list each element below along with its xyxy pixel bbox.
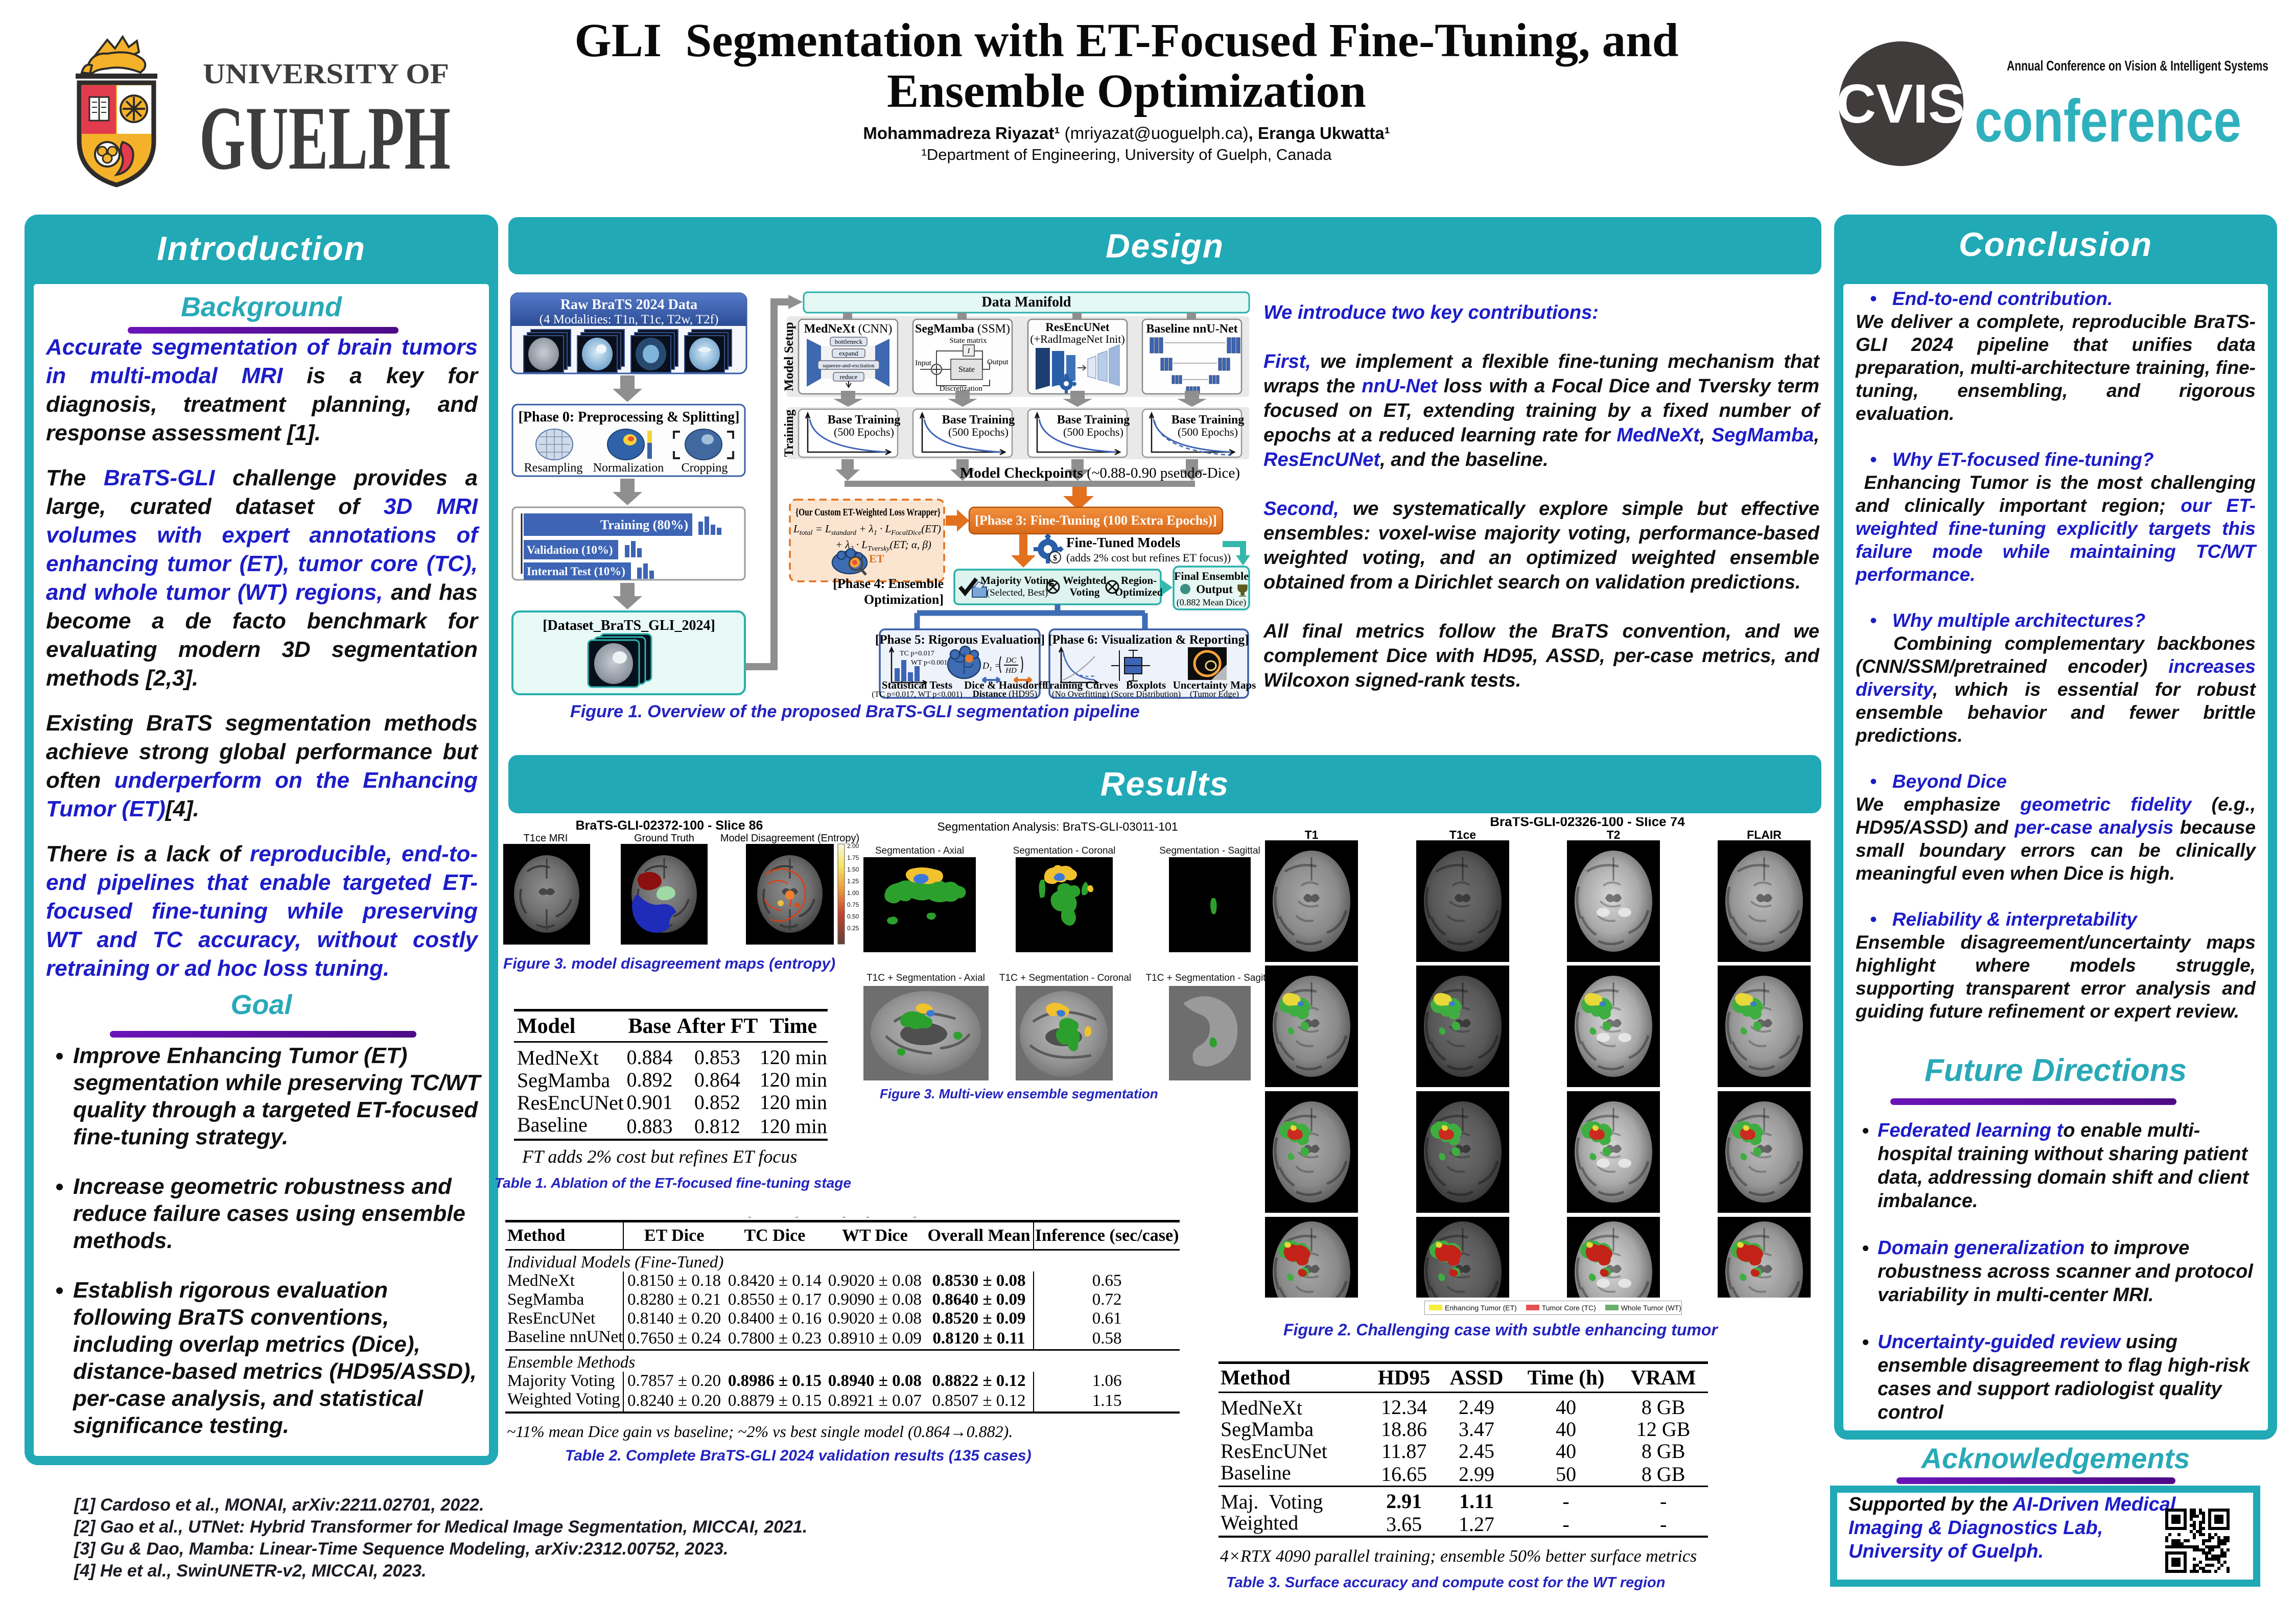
svg-text:Dice & Hausdorff: Dice & Hausdorff: [964, 679, 1046, 691]
svg-text:Internal Test (10%): Internal Test (10%): [527, 565, 625, 578]
svg-text:T1C + Segmentation - Coronal: T1C + Segmentation - Coronal: [999, 973, 1131, 983]
svg-text:MedNeXt (CNN): MedNeXt (CNN): [804, 322, 893, 336]
svg-text:Base Training: Base Training: [828, 413, 900, 427]
svg-text:Majority Voting: Majority Voting: [980, 574, 1055, 586]
svg-text:1.25: 1.25: [847, 878, 859, 885]
svg-text:DC: DC: [1005, 656, 1017, 665]
svg-text:(Tumor Edge): (Tumor Edge): [1190, 689, 1239, 699]
svg-text:Cropping: Cropping: [682, 461, 728, 475]
svg-text:bottleneck: bottleneck: [835, 338, 863, 345]
svg-text:Validation (10%): Validation (10%): [527, 544, 613, 556]
svg-text:State matrix: State matrix: [950, 337, 987, 345]
svg-text:Distance (HD95): Distance (HD95): [973, 689, 1038, 699]
svg-text:Normalization: Normalization: [593, 461, 664, 475]
svg-text:CVIS: CVIS: [1836, 73, 1965, 134]
svg-text:Annual Conference on Vision &: Annual Conference on Vision & Intelligen…: [2007, 58, 2268, 74]
svg-text:2.00: 2.00: [847, 842, 859, 850]
svg-text:[Dataset_BraTS_GLI_2024]: [Dataset_BraTS_GLI_2024]: [543, 618, 715, 633]
svg-text:Training: Training: [782, 409, 796, 457]
svg-text:Ground Truth: Ground Truth: [634, 833, 694, 844]
svg-text:Model Checkpoints (~0.88-0.90: Model Checkpoints (~0.88-0.90 pseudo-Dic…: [960, 465, 1240, 481]
svg-text:GUELPH: GUELPH: [199, 87, 451, 189]
svg-text:Segmentation - Coronal: Segmentation - Coronal: [1013, 845, 1116, 856]
svg-text:SegMamba (SSM): SegMamba (SSM): [915, 322, 1010, 336]
svg-text:0.50: 0.50: [847, 913, 859, 920]
svg-text:conference: conference: [1975, 87, 2241, 155]
svg-text:Segmentation Analysis: BraTS-G: Segmentation Analysis: BraTS-GLI-03011-1…: [937, 820, 1178, 833]
svg-text:Statistical Tests: Statistical Tests: [882, 679, 952, 691]
svg-text:T2: T2: [1607, 828, 1621, 841]
svg-text:1.50: 1.50: [847, 866, 859, 873]
svg-text:Training (80%): Training (80%): [600, 517, 688, 532]
svg-text:Optimization]: Optimization]: [864, 592, 944, 607]
svg-text:Fine-Tuned Models: Fine-Tuned Models: [1066, 535, 1180, 550]
svg-text:Data Manifold: Data Manifold: [982, 294, 1071, 310]
svg-text:(adds 2% cost but refines ET f: (adds 2% cost but refines ET focus)): [1066, 551, 1231, 564]
svg-text:Output: Output: [1196, 583, 1233, 596]
svg-text:Output: Output: [987, 358, 1009, 366]
svg-text:$: $: [1053, 554, 1057, 562]
svg-text:(No Overfitting): (No Overfitting): [1052, 689, 1109, 699]
svg-text:T1C + Segmentation - Sagittal: T1C + Segmentation - Sagittal: [1145, 973, 1272, 983]
svg-text:(500 Epochs): (500 Epochs): [834, 426, 894, 438]
svg-text:[Phase 5: Rigorous Evaluation]: [Phase 5: Rigorous Evaluation]: [875, 633, 1045, 647]
svg-text:BraTS-GLI-02326-100 - Slice 74: BraTS-GLI-02326-100 - Slice 74: [1490, 817, 1685, 829]
svg-text:UNIVERSITY OF: UNIVERSITY OF: [203, 58, 449, 90]
svg-text:Segmentation - Sagittal: Segmentation - Sagittal: [1159, 845, 1260, 856]
svg-text:State: State: [958, 365, 975, 374]
svg-text:Training Curves: Training Curves: [1043, 679, 1118, 691]
svg-text:T1: T1: [1305, 828, 1319, 841]
svg-text:1.75: 1.75: [847, 854, 859, 861]
svg-text:Resampling: Resampling: [524, 461, 583, 475]
svg-text:I: I: [967, 347, 971, 355]
svg-text:Region-: Region-: [1121, 574, 1157, 586]
svg-text:[Phase 0: Preprocessing & Spli: [Phase 0: Preprocessing & Splitting]: [519, 409, 740, 425]
svg-text:Boxplots: Boxplots: [1126, 679, 1166, 691]
svg-text:0.75: 0.75: [847, 901, 859, 908]
svg-text:ResEncUNet: ResEncUNet: [1045, 321, 1110, 334]
svg-text:Weighted: Weighted: [1063, 574, 1106, 586]
svg-text:{Our Custom ET-Weighted Loss W: {Our Custom ET-Weighted Loss Wrapper}: [795, 507, 941, 518]
svg-text:[Phase 4: Ensemble: [Phase 4: Ensemble: [833, 576, 944, 591]
svg-text:Model Setup: Model Setup: [782, 322, 796, 391]
svg-text:Baseline nnU-Net: Baseline nnU-Net: [1146, 322, 1237, 336]
svg-text:Raw BraTS 2024 Data: Raw BraTS 2024 Data: [560, 297, 697, 313]
svg-text:ET: ET: [869, 552, 884, 565]
svg-text:[Phase 6: Visualization & Repo: [Phase 6: Visualization & Reporting]: [1048, 633, 1249, 647]
svg-text:D1 =: D1 =: [982, 661, 1001, 672]
svg-text:Uncertainty Maps: Uncertainty Maps: [1173, 679, 1256, 691]
svg-text:HD: HD: [1005, 667, 1017, 675]
svg-text:squeeze-and-excitation: squeeze-and-excitation: [823, 363, 875, 369]
svg-text:(TC p=0.017, WT p<0.001): (TC p=0.017, WT p<0.001): [872, 690, 962, 699]
svg-text:Voting: Voting: [1070, 586, 1100, 598]
svg-text:Input: Input: [915, 359, 931, 367]
svg-text:Optimized: Optimized: [1115, 586, 1163, 598]
svg-text:1.00: 1.00: [847, 889, 859, 897]
svg-text:(Selected, Best): (Selected, Best): [987, 587, 1048, 598]
svg-text:(+RadImageNet Init): (+RadImageNet Init): [1030, 333, 1124, 345]
svg-text:reduce: reduce: [840, 373, 858, 381]
svg-text:Model Disagreement (Entropy): Model Disagreement (Entropy): [720, 833, 859, 844]
svg-text:TC p=0.017: TC p=0.017: [900, 650, 934, 657]
svg-text:WT p<0.001: WT p<0.001: [911, 659, 947, 667]
svg-text:expand: expand: [839, 349, 858, 357]
svg-text:(4 Modalities: T1n, T1c, T2w,: (4 Modalities: T1n, T1c, T2w, T2f): [540, 313, 719, 326]
svg-text:T1C + Segmentation - Axial: T1C + Segmentation - Axial: [866, 973, 985, 983]
svg-text:[Phase 3: Fine-Tuning (100 Ext: [Phase 3: Fine-Tuning (100 Extra Epochs)…: [975, 513, 1217, 528]
svg-text:Ltotal = Lstandard + λ1 · LFoc: Ltotal = Lstandard + λ1 · LFocalDice(ET): [793, 523, 941, 537]
svg-text:BraTS-GLI-02372-100 - Slice 86: BraTS-GLI-02372-100 - Slice 86: [576, 818, 763, 833]
svg-text:Segmentation - Axial: Segmentation - Axial: [875, 845, 964, 856]
svg-text:Final Ensemble: Final Ensemble: [1174, 570, 1249, 582]
svg-text:(Score Distribution): (Score Distribution): [1111, 689, 1181, 699]
svg-text:T1ce: T1ce: [1449, 828, 1476, 841]
svg-text:T1ce MRI: T1ce MRI: [524, 833, 568, 844]
svg-text:(0.882 Mean Dice): (0.882 Mean Dice): [1177, 597, 1246, 608]
svg-text:Discretization: Discretization: [940, 385, 983, 393]
svg-text:0.25: 0.25: [847, 925, 859, 932]
svg-text:FLAIR: FLAIR: [1747, 828, 1782, 841]
